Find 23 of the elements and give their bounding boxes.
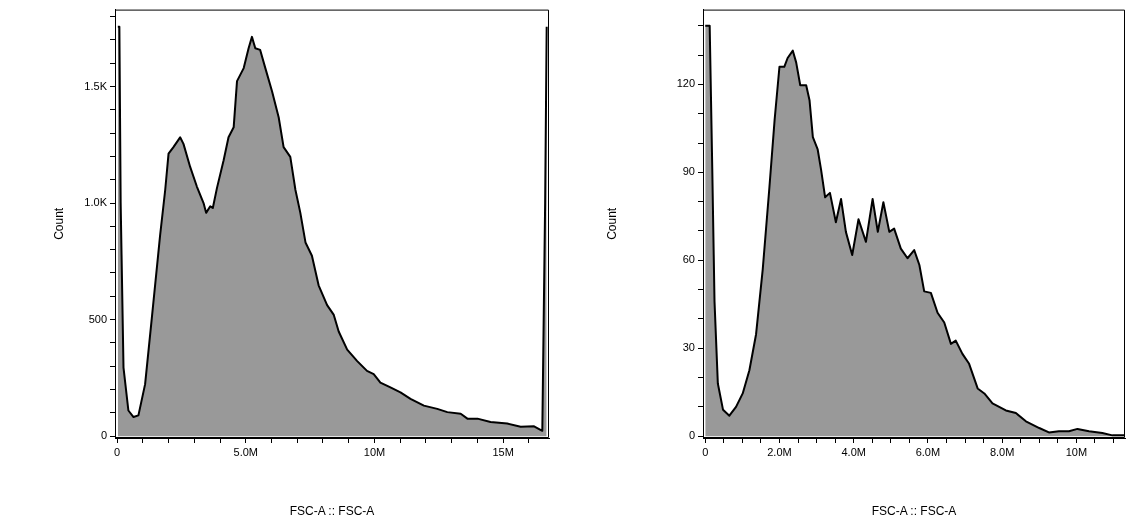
x-tick-label: 2.0M	[767, 445, 792, 458]
y-tick-label: 120	[676, 77, 695, 90]
y-axis-title: Count	[51, 207, 66, 240]
x-tick-label: 10M	[1065, 445, 1088, 458]
y-tick-label: 90	[682, 165, 695, 178]
x-tick-label: 8.0M	[989, 445, 1015, 458]
x-tick-label: 10M	[363, 445, 386, 458]
y-tick-label: 60	[682, 253, 695, 266]
x-axis-title: FSC-A :: FSC-A	[871, 504, 957, 519]
x-tick-label: 0	[702, 445, 709, 458]
x-tick-label: 4.0M	[841, 445, 866, 458]
y-tick-label: 0	[688, 429, 695, 442]
x-tick-label: 0	[114, 445, 121, 458]
y-tick-label: 30	[682, 341, 695, 354]
y-axis-title: Count	[604, 207, 619, 240]
y-tick-label: 500	[88, 312, 107, 325]
y-tick-label: 1.0K	[84, 196, 108, 209]
x-tick-label: 15M	[492, 445, 514, 458]
x-tick-label: 6.0M	[915, 445, 941, 458]
y-tick-label: 1.5K	[84, 79, 108, 92]
y-tick-label: 0	[100, 429, 107, 442]
x-tick-label: 5.0M	[233, 445, 258, 458]
x-axis-title: FSC-A :: FSC-A	[289, 504, 375, 519]
